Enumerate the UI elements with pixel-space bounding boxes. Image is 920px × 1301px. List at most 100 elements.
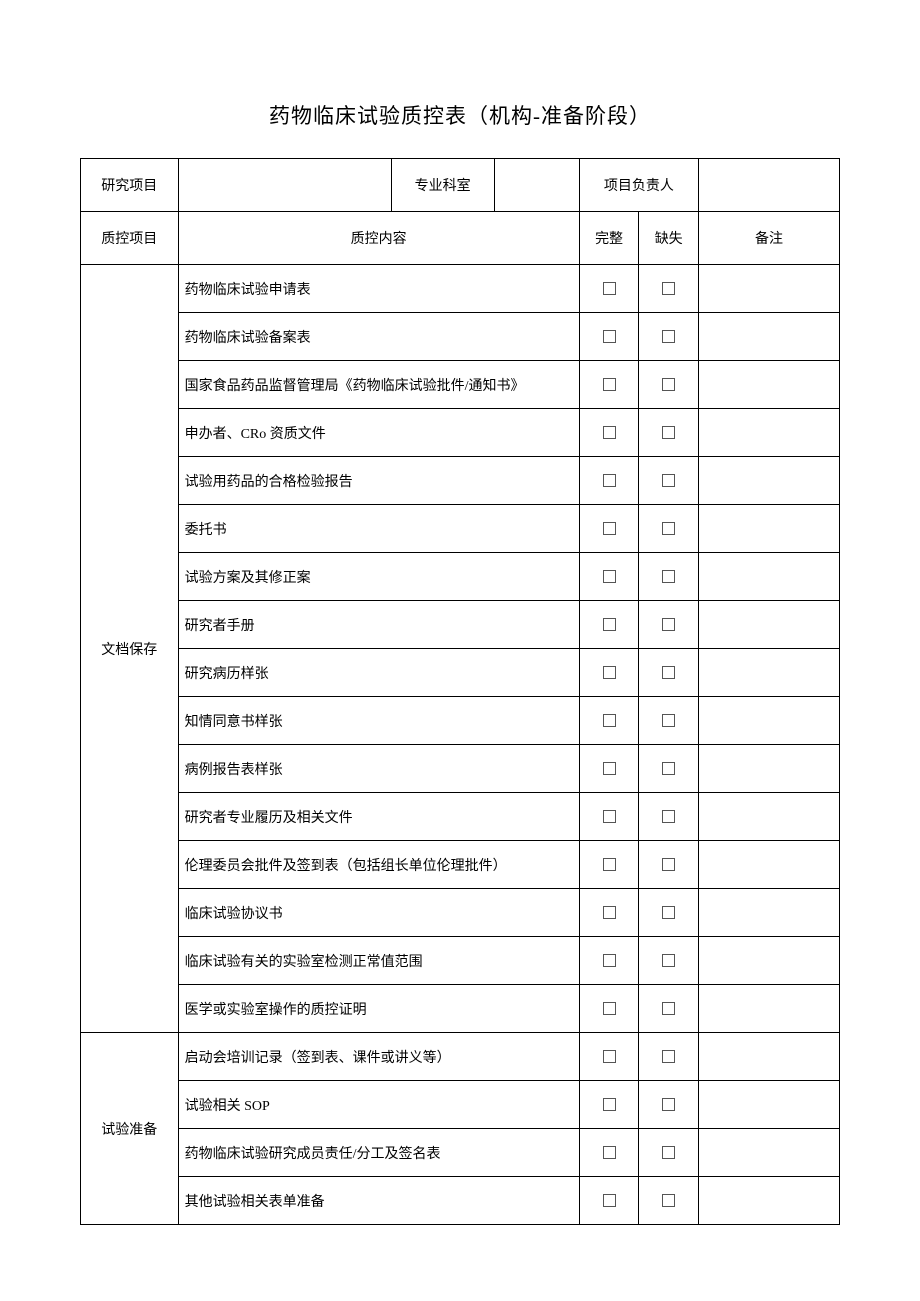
checkbox-icon[interactable] bbox=[662, 1002, 675, 1015]
checkbox-icon[interactable] bbox=[603, 906, 616, 919]
checkbox-icon[interactable] bbox=[662, 330, 675, 343]
checkbox-icon[interactable] bbox=[662, 1194, 675, 1207]
checkbox-icon[interactable] bbox=[603, 330, 616, 343]
complete-checkbox-cell[interactable] bbox=[579, 1177, 639, 1225]
remark-cell[interactable] bbox=[699, 265, 840, 313]
missing-checkbox-cell[interactable] bbox=[639, 601, 699, 649]
checkbox-icon[interactable] bbox=[603, 1002, 616, 1015]
checkbox-icon[interactable] bbox=[662, 714, 675, 727]
complete-checkbox-cell[interactable] bbox=[579, 793, 639, 841]
missing-checkbox-cell[interactable] bbox=[639, 1081, 699, 1129]
complete-checkbox-cell[interactable] bbox=[579, 505, 639, 553]
complete-checkbox-cell[interactable] bbox=[579, 1081, 639, 1129]
missing-checkbox-cell[interactable] bbox=[639, 265, 699, 313]
remark-cell[interactable] bbox=[699, 361, 840, 409]
remark-cell[interactable] bbox=[699, 985, 840, 1033]
remark-cell[interactable] bbox=[699, 409, 840, 457]
checkbox-icon[interactable] bbox=[603, 1146, 616, 1159]
checkbox-icon[interactable] bbox=[662, 570, 675, 583]
checkbox-icon[interactable] bbox=[662, 1050, 675, 1063]
complete-checkbox-cell[interactable] bbox=[579, 553, 639, 601]
missing-checkbox-cell[interactable] bbox=[639, 1129, 699, 1177]
project-value[interactable]: 专业科室 bbox=[178, 159, 579, 212]
complete-checkbox-cell[interactable] bbox=[579, 409, 639, 457]
checkbox-icon[interactable] bbox=[662, 762, 675, 775]
remark-cell[interactable] bbox=[699, 889, 840, 937]
checkbox-icon[interactable] bbox=[662, 666, 675, 679]
complete-checkbox-cell[interactable] bbox=[579, 457, 639, 505]
dept-input[interactable] bbox=[494, 159, 579, 211]
checkbox-icon[interactable] bbox=[603, 666, 616, 679]
checkbox-icon[interactable] bbox=[662, 858, 675, 871]
complete-checkbox-cell[interactable] bbox=[579, 601, 639, 649]
complete-checkbox-cell[interactable] bbox=[579, 745, 639, 793]
missing-checkbox-cell[interactable] bbox=[639, 793, 699, 841]
checkbox-icon[interactable] bbox=[603, 714, 616, 727]
checkbox-icon[interactable] bbox=[603, 282, 616, 295]
missing-checkbox-cell[interactable] bbox=[639, 505, 699, 553]
checkbox-icon[interactable] bbox=[662, 954, 675, 967]
complete-checkbox-cell[interactable] bbox=[579, 1129, 639, 1177]
remark-cell[interactable] bbox=[699, 793, 840, 841]
leader-input[interactable] bbox=[699, 159, 840, 212]
checkbox-icon[interactable] bbox=[662, 906, 675, 919]
checkbox-icon[interactable] bbox=[603, 1050, 616, 1063]
checkbox-icon[interactable] bbox=[603, 810, 616, 823]
complete-checkbox-cell[interactable] bbox=[579, 697, 639, 745]
complete-checkbox-cell[interactable] bbox=[579, 649, 639, 697]
remark-cell[interactable] bbox=[699, 505, 840, 553]
checkbox-icon[interactable] bbox=[603, 618, 616, 631]
complete-checkbox-cell[interactable] bbox=[579, 313, 639, 361]
complete-checkbox-cell[interactable] bbox=[579, 1033, 639, 1081]
remark-cell[interactable] bbox=[699, 457, 840, 505]
remark-cell[interactable] bbox=[699, 697, 840, 745]
checkbox-icon[interactable] bbox=[662, 810, 675, 823]
missing-checkbox-cell[interactable] bbox=[639, 649, 699, 697]
complete-checkbox-cell[interactable] bbox=[579, 841, 639, 889]
remark-cell[interactable] bbox=[699, 937, 840, 985]
missing-checkbox-cell[interactable] bbox=[639, 457, 699, 505]
missing-checkbox-cell[interactable] bbox=[639, 1177, 699, 1225]
remark-cell[interactable] bbox=[699, 553, 840, 601]
remark-cell[interactable] bbox=[699, 745, 840, 793]
missing-checkbox-cell[interactable] bbox=[639, 937, 699, 985]
checkbox-icon[interactable] bbox=[662, 618, 675, 631]
checkbox-icon[interactable] bbox=[603, 378, 616, 391]
remark-cell[interactable] bbox=[699, 1081, 840, 1129]
complete-checkbox-cell[interactable] bbox=[579, 937, 639, 985]
complete-checkbox-cell[interactable] bbox=[579, 889, 639, 937]
checkbox-icon[interactable] bbox=[603, 1098, 616, 1111]
missing-checkbox-cell[interactable] bbox=[639, 409, 699, 457]
project-input[interactable] bbox=[179, 159, 391, 211]
remark-cell[interactable] bbox=[699, 313, 840, 361]
checkbox-icon[interactable] bbox=[603, 954, 616, 967]
checkbox-icon[interactable] bbox=[662, 474, 675, 487]
checkbox-icon[interactable] bbox=[662, 1098, 675, 1111]
complete-checkbox-cell[interactable] bbox=[579, 985, 639, 1033]
checkbox-icon[interactable] bbox=[603, 858, 616, 871]
checkbox-icon[interactable] bbox=[603, 762, 616, 775]
checkbox-icon[interactable] bbox=[603, 522, 616, 535]
complete-checkbox-cell[interactable] bbox=[579, 265, 639, 313]
checkbox-icon[interactable] bbox=[662, 522, 675, 535]
checkbox-icon[interactable] bbox=[662, 378, 675, 391]
missing-checkbox-cell[interactable] bbox=[639, 697, 699, 745]
missing-checkbox-cell[interactable] bbox=[639, 361, 699, 409]
missing-checkbox-cell[interactable] bbox=[639, 553, 699, 601]
checkbox-icon[interactable] bbox=[662, 426, 675, 439]
remark-cell[interactable] bbox=[699, 649, 840, 697]
remark-cell[interactable] bbox=[699, 841, 840, 889]
missing-checkbox-cell[interactable] bbox=[639, 889, 699, 937]
complete-checkbox-cell[interactable] bbox=[579, 361, 639, 409]
checkbox-icon[interactable] bbox=[603, 474, 616, 487]
remark-cell[interactable] bbox=[699, 1177, 840, 1225]
checkbox-icon[interactable] bbox=[603, 570, 616, 583]
checkbox-icon[interactable] bbox=[662, 282, 675, 295]
missing-checkbox-cell[interactable] bbox=[639, 1033, 699, 1081]
remark-cell[interactable] bbox=[699, 601, 840, 649]
missing-checkbox-cell[interactable] bbox=[639, 745, 699, 793]
checkbox-icon[interactable] bbox=[662, 1146, 675, 1159]
checkbox-icon[interactable] bbox=[603, 426, 616, 439]
missing-checkbox-cell[interactable] bbox=[639, 313, 699, 361]
missing-checkbox-cell[interactable] bbox=[639, 985, 699, 1033]
